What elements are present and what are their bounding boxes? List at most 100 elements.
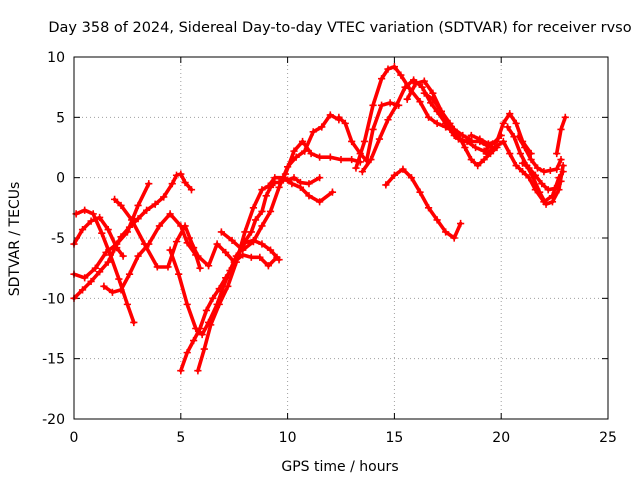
data-point [348, 155, 356, 164]
data-point [258, 207, 266, 216]
data-point [241, 228, 249, 236]
data-point [504, 123, 512, 131]
data-point [360, 137, 369, 146]
data-point [480, 155, 488, 164]
data-point [160, 193, 168, 201]
data-point [264, 262, 272, 270]
data-point [476, 135, 484, 143]
data-point [429, 95, 437, 103]
data-point [155, 222, 164, 230]
data-point [224, 282, 232, 290]
data-point [204, 262, 213, 270]
data-point [102, 248, 110, 257]
data-point [397, 71, 405, 79]
data-point [482, 149, 490, 158]
data-point [89, 210, 97, 218]
data-point [247, 253, 255, 261]
data-point [557, 125, 565, 133]
data-point [256, 253, 264, 261]
x-tick-label: 20 [492, 430, 510, 446]
data-point [429, 89, 437, 97]
data-point [518, 159, 527, 167]
data-point [328, 188, 337, 196]
series-trace [484, 139, 565, 204]
y-tick-label: 0 [56, 171, 65, 187]
data-point [553, 149, 561, 158]
data-point [251, 216, 260, 224]
data-point [104, 258, 112, 266]
data-point [348, 137, 356, 146]
series-trace [179, 175, 322, 373]
y-tick-label: 10 [47, 50, 65, 66]
data-point [125, 223, 134, 231]
data-point [386, 99, 394, 107]
data-point [298, 137, 307, 146]
data-point [424, 204, 433, 212]
data-point [222, 248, 230, 257]
data-point [117, 201, 125, 210]
data-point [81, 206, 89, 214]
data-point [506, 110, 514, 118]
data-point [166, 246, 174, 254]
data-series [70, 63, 569, 375]
x-tick-label: 10 [279, 430, 297, 446]
data-point [198, 330, 206, 339]
data-point [467, 155, 475, 164]
plot-frame [73, 56, 609, 420]
data-point [463, 137, 471, 146]
data-point [258, 222, 266, 230]
y-tick-label: -15 [42, 352, 65, 368]
data-point [367, 155, 375, 164]
data-point [87, 277, 95, 286]
data-point [305, 192, 313, 200]
data-point [420, 77, 428, 85]
data-point [551, 184, 559, 193]
data-point [266, 246, 275, 254]
data-point [239, 246, 247, 254]
data-point [307, 149, 315, 158]
data-point [309, 128, 317, 136]
data-point [264, 182, 272, 190]
x-tick-label: 0 [70, 430, 79, 446]
data-point [249, 204, 258, 212]
series-trace [219, 113, 341, 252]
series-arc-22 [514, 133, 565, 176]
y-tick-label: 5 [56, 110, 65, 126]
data-point [296, 183, 305, 191]
data-point [110, 245, 119, 253]
data-point [134, 252, 142, 260]
series-arc-10 [185, 234, 281, 270]
data-point [258, 186, 266, 194]
data-point [471, 143, 480, 152]
data-point [166, 210, 174, 218]
data-point [467, 131, 475, 140]
y-tick-label: -5 [51, 231, 65, 247]
data-point [134, 201, 142, 210]
series-arc-04 [70, 170, 196, 302]
data-point [316, 198, 324, 206]
data-point [369, 125, 377, 133]
x-tick-label: 5 [176, 430, 185, 446]
data-point [207, 321, 215, 329]
data-point [536, 188, 544, 196]
data-point [416, 188, 424, 196]
data-point [540, 168, 548, 176]
data-point [538, 180, 546, 188]
data-point [128, 216, 136, 224]
series-arc-08 [177, 174, 324, 375]
data-point [384, 65, 392, 73]
data-point [119, 252, 127, 260]
y-tick-label: -20 [42, 412, 65, 428]
data-point [202, 306, 211, 314]
data-point [123, 300, 131, 308]
data-point [266, 207, 275, 216]
data-point [228, 236, 236, 245]
x-tick-label: 15 [385, 430, 403, 446]
data-point [100, 282, 108, 290]
data-point [273, 253, 281, 261]
data-point [217, 228, 225, 236]
data-point [134, 215, 142, 223]
data-point [222, 274, 230, 282]
data-point [407, 174, 416, 182]
